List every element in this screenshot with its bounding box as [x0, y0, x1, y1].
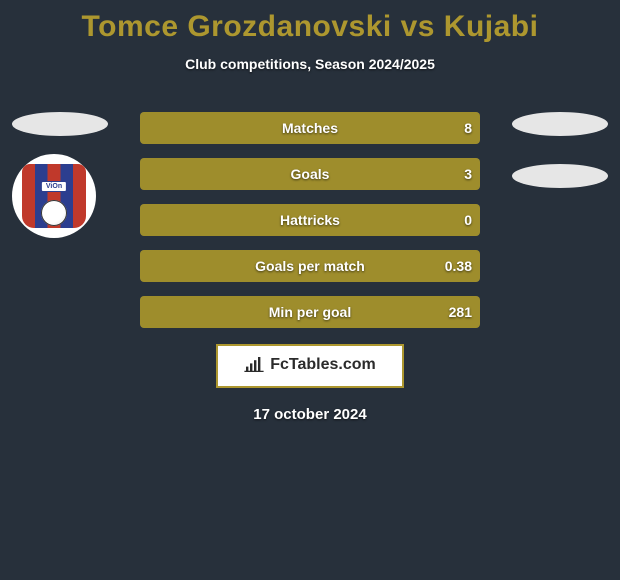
page-subtitle: Club competitions, Season 2024/2025 — [0, 56, 620, 72]
stat-row: Min per goal 281 — [140, 296, 480, 328]
stat-value-right: 8 — [464, 120, 472, 136]
stat-label: Goals per match — [255, 258, 365, 274]
brand: FcTables.com — [244, 356, 376, 374]
club-badge: ViOn — [12, 154, 96, 238]
player-placeholder-ellipse — [12, 112, 108, 136]
club-badge-label: ViOn — [41, 181, 67, 192]
content: ViOn Matches 8 Goals 3 Hattricks 0 Goals per m… — [0, 112, 620, 328]
footer-date: 17 october 2024 — [0, 406, 620, 423]
brand-text: FcTables.com — [270, 356, 376, 374]
stat-row: Hattricks 0 — [140, 204, 480, 236]
footer: FcTables.com 17 october 2024 — [0, 344, 620, 423]
club-badge-ball-icon — [41, 200, 67, 226]
stat-value-right: 0 — [464, 212, 472, 228]
bar-chart-icon — [244, 357, 264, 373]
brand-box: FcTables.com — [216, 344, 404, 388]
page-title: Tomce Grozdanovski vs Kujabi — [0, 10, 620, 44]
comparison-bars: Matches 8 Goals 3 Hattricks 0 Goals per match 0… — [140, 112, 480, 328]
player-placeholder-ellipse — [512, 112, 608, 136]
stat-label: Min per goal — [269, 304, 351, 320]
header: Tomce Grozdanovski vs Kujabi Club compet… — [0, 0, 620, 72]
stat-value-right: 0.38 — [445, 258, 472, 274]
stat-label: Hattricks — [280, 212, 340, 228]
stat-label: Goals — [291, 166, 330, 182]
stat-value-right: 3 — [464, 166, 472, 182]
stat-row: Goals per match 0.38 — [140, 250, 480, 282]
stat-row: Matches 8 — [140, 112, 480, 144]
stat-row: Goals 3 — [140, 158, 480, 190]
left-player-column: ViOn — [12, 112, 108, 238]
stat-value-right: 281 — [449, 304, 472, 320]
stat-label: Matches — [282, 120, 338, 136]
right-player-column — [512, 112, 608, 188]
player-placeholder-ellipse — [512, 164, 608, 188]
